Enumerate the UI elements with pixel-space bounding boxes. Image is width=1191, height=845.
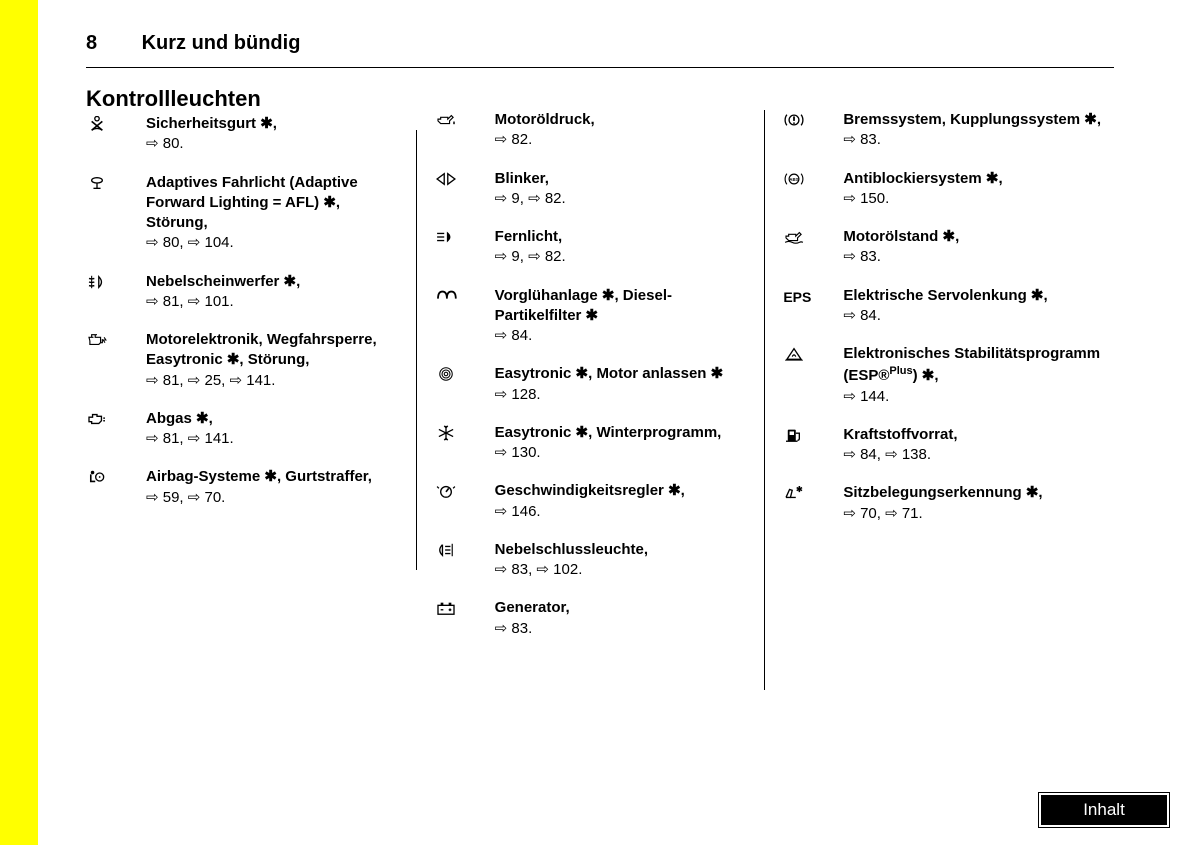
- indicator-entry: Abgas ✱,⇨ 81, ⇨ 141.: [86, 409, 405, 450]
- indicator-text: Blinker,⇨ 9, ⇨ 82.: [495, 169, 754, 210]
- indicator-text: Elektrische Servolenkung ✱,⇨ 84.: [843, 286, 1102, 327]
- indicator-entry: Vorglühanlage ✱, Diesel-Partikelfilter ✱…: [435, 286, 754, 347]
- brake-icon: [783, 110, 843, 151]
- seatbelt-icon: [86, 114, 146, 155]
- indicator-entry: Bremssystem, Kupplungssystem ✱,⇨ 83.: [783, 110, 1102, 151]
- abs-icon: ABS: [783, 169, 843, 210]
- svg-text:ABS: ABS: [790, 177, 799, 182]
- indicator-entry: ABS Antiblockiersystem ✱,⇨ 150.: [783, 169, 1102, 210]
- oil-level-icon: [783, 227, 843, 268]
- indicator-text: Easytronic ✱, Motor anlassen ✱⇨ 128.: [495, 364, 754, 405]
- contents-button[interactable]: Inhalt: [1039, 793, 1169, 827]
- indicator-text: Antiblockiersystem ✱,⇨ 150.: [843, 169, 1102, 210]
- oilcan-icon: [435, 110, 495, 151]
- indicator-text: Easytronic ✱, Winterprogramm,⇨ 130.: [495, 423, 754, 464]
- easytronic-circle-icon: [435, 364, 495, 405]
- cruise-icon: [435, 481, 495, 522]
- indicator-text: Sitzbelegungserkennung ✱,⇨ 70, ⇨ 71.: [843, 483, 1102, 524]
- indicator-entry: Motorölstand ✱,⇨ 83.: [783, 227, 1102, 268]
- column-1: Sicherheitsgurt ✱,⇨ 80. Adaptives Fahrlic…: [86, 110, 417, 790]
- indicator-text: Motoröldruck,⇨ 82.: [495, 110, 754, 151]
- indicator-entry: EPSElektrische Servolenkung ✱,⇨ 84.: [783, 286, 1102, 327]
- indicator-text: Vorglühanlage ✱, Diesel-Partikelfilter ✱…: [495, 286, 754, 347]
- indicator-entry: ✱ Sitzbelegungserkennung ✱,⇨ 70, ⇨ 71.: [783, 483, 1102, 524]
- indicator-entry: Nebelschlussleuchte,⇨ 83, ⇨ 102.: [435, 540, 754, 581]
- indicator-entry: Adaptives Fahrlicht (Adaptive Forward Li…: [86, 173, 405, 254]
- indicator-text: Abgas ✱,⇨ 81, ⇨ 141.: [146, 409, 405, 450]
- indicator-entry: Kraftstoffvorrat,⇨ 84, ⇨ 138.: [783, 425, 1102, 466]
- eps-text-icon: EPS: [783, 286, 843, 327]
- high-beam-icon: [435, 227, 495, 268]
- column-3: Bremssystem, Kupplungssystem ✱,⇨ 83.ABSA…: [765, 110, 1114, 790]
- indicator-text: Airbag-Systeme ✱, Gurtstraffer,⇨ 59, ⇨ 7…: [146, 467, 405, 508]
- indicator-entry: Easytronic ✱, Motor anlassen ✱⇨ 128.: [435, 364, 754, 405]
- indicator-entry: Motorelektronik, Wegfahrsperre, Easytron…: [86, 330, 405, 391]
- indicator-entry: Sicherheitsgurt ✱,⇨ 80.: [86, 114, 405, 155]
- indicator-text: Fernlicht,⇨ 9, ⇨ 82.: [495, 227, 754, 268]
- snowflake-icon: [435, 423, 495, 464]
- section-heading: Kontrollleuchten: [86, 86, 261, 112]
- indicator-entry: Fernlicht,⇨ 9, ⇨ 82.: [435, 227, 754, 268]
- airbag-icon: [86, 467, 146, 508]
- afl-icon: [86, 173, 146, 254]
- foglight-rear-icon: [435, 540, 495, 581]
- indicator-entry: Generator,⇨ 83.: [435, 598, 754, 639]
- exhaust-icon: [86, 409, 146, 450]
- glow-plug-icon: [435, 286, 495, 347]
- indicator-text: Nebelschlussleuchte,⇨ 83, ⇨ 102.: [495, 540, 754, 581]
- indicator-text: Motorelektronik, Wegfahrsperre, Easytron…: [146, 330, 405, 391]
- engine-elec-icon: [86, 330, 146, 391]
- indicator-text: Generator,⇨ 83.: [495, 598, 754, 639]
- indicator-entry: Easytronic ✱, Winterprogramm,⇨ 130.: [435, 423, 754, 464]
- page-header: 8 Kurz und bündig: [86, 32, 1114, 68]
- indicator-text: Sicherheitsgurt ✱,⇨ 80.: [146, 114, 405, 155]
- indicator-entry: Motoröldruck,⇨ 82.: [435, 110, 754, 151]
- indicator-entry: Nebelscheinwerfer ✱,⇨ 81, ⇨ 101.: [86, 272, 405, 313]
- indicator-text: Bremssystem, Kupplungssystem ✱,⇨ 83.: [843, 110, 1102, 151]
- indicator-text: Elektronisches Stabilitätsprogramm (ESP®…: [843, 344, 1102, 407]
- content-columns: Sicherheitsgurt ✱,⇨ 80. Adaptives Fahrlic…: [86, 110, 1114, 790]
- indicator-entry: Geschwindigkeitsregler ✱,⇨ 146.: [435, 481, 754, 522]
- indicator-entry: Elektronisches Stabilitätsprogramm (ESP®…: [783, 344, 1102, 407]
- svg-text:✱: ✱: [796, 485, 803, 494]
- indicator-entry: Airbag-Systeme ✱, Gurtstraffer,⇨ 59, ⇨ 7…: [86, 467, 405, 508]
- page-number: 8: [86, 32, 97, 55]
- indicator-text: Geschwindigkeitsregler ✱,⇨ 146.: [495, 481, 754, 522]
- indicator-text: Adaptives Fahrlicht (Adaptive Forward Li…: [146, 173, 405, 254]
- seat-occupancy-icon: ✱: [783, 483, 843, 524]
- indicator-entry: Blinker,⇨ 9, ⇨ 82.: [435, 169, 754, 210]
- battery-icon: [435, 598, 495, 639]
- esp-icon: [783, 344, 843, 407]
- indicator-text: Motorölstand ✱,⇨ 83.: [843, 227, 1102, 268]
- chapter-title: Kurz und bündig: [142, 32, 301, 55]
- yellow-margin: [0, 0, 38, 845]
- indicator-text: Nebelscheinwerfer ✱,⇨ 81, ⇨ 101.: [146, 272, 405, 313]
- foglight-front-icon: [86, 272, 146, 313]
- fuel-icon: [783, 425, 843, 466]
- turn-signals-icon: [435, 169, 495, 210]
- column-2: Motoröldruck,⇨ 82. Blinker,⇨ 9, ⇨ 82. Fern…: [417, 110, 766, 790]
- indicator-text: Kraftstoffvorrat,⇨ 84, ⇨ 138.: [843, 425, 1102, 466]
